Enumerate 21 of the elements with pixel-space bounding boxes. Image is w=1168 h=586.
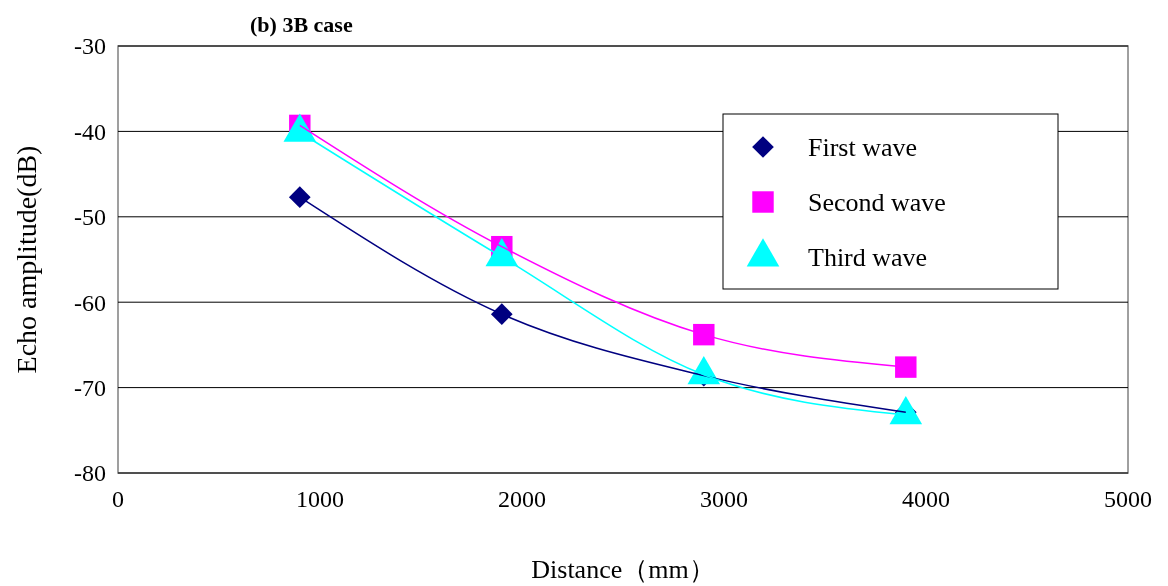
y-tick-label: -60 xyxy=(74,289,106,316)
y-tick-label: -70 xyxy=(74,375,106,401)
y-axis-title: Echo amplitude(dB) xyxy=(11,145,42,374)
x-tick-label: 1000 xyxy=(296,486,344,512)
point xyxy=(288,186,311,209)
x-tick-label: 5000 xyxy=(1104,486,1152,512)
legend-label: Second wave xyxy=(808,188,946,218)
x-tick-label: 0 xyxy=(112,486,124,512)
legend-label: Third wave xyxy=(808,243,928,273)
point xyxy=(895,356,917,378)
y-tick-label: -40 xyxy=(74,118,106,145)
x-tick-label: 4000 xyxy=(902,486,950,512)
point xyxy=(693,323,715,346)
chart-title: (b) 3B case xyxy=(250,12,353,37)
y-tick-label: -50 xyxy=(74,204,106,231)
y-tick-label: -80 xyxy=(74,460,106,487)
x-tick-label: 2000 xyxy=(498,486,546,512)
x-tick-label: 3000 xyxy=(700,486,748,512)
legend-label: First wave xyxy=(808,133,918,163)
y-tick-label: -30 xyxy=(74,33,106,60)
x-axis-title: Distance（mm） xyxy=(531,555,715,584)
